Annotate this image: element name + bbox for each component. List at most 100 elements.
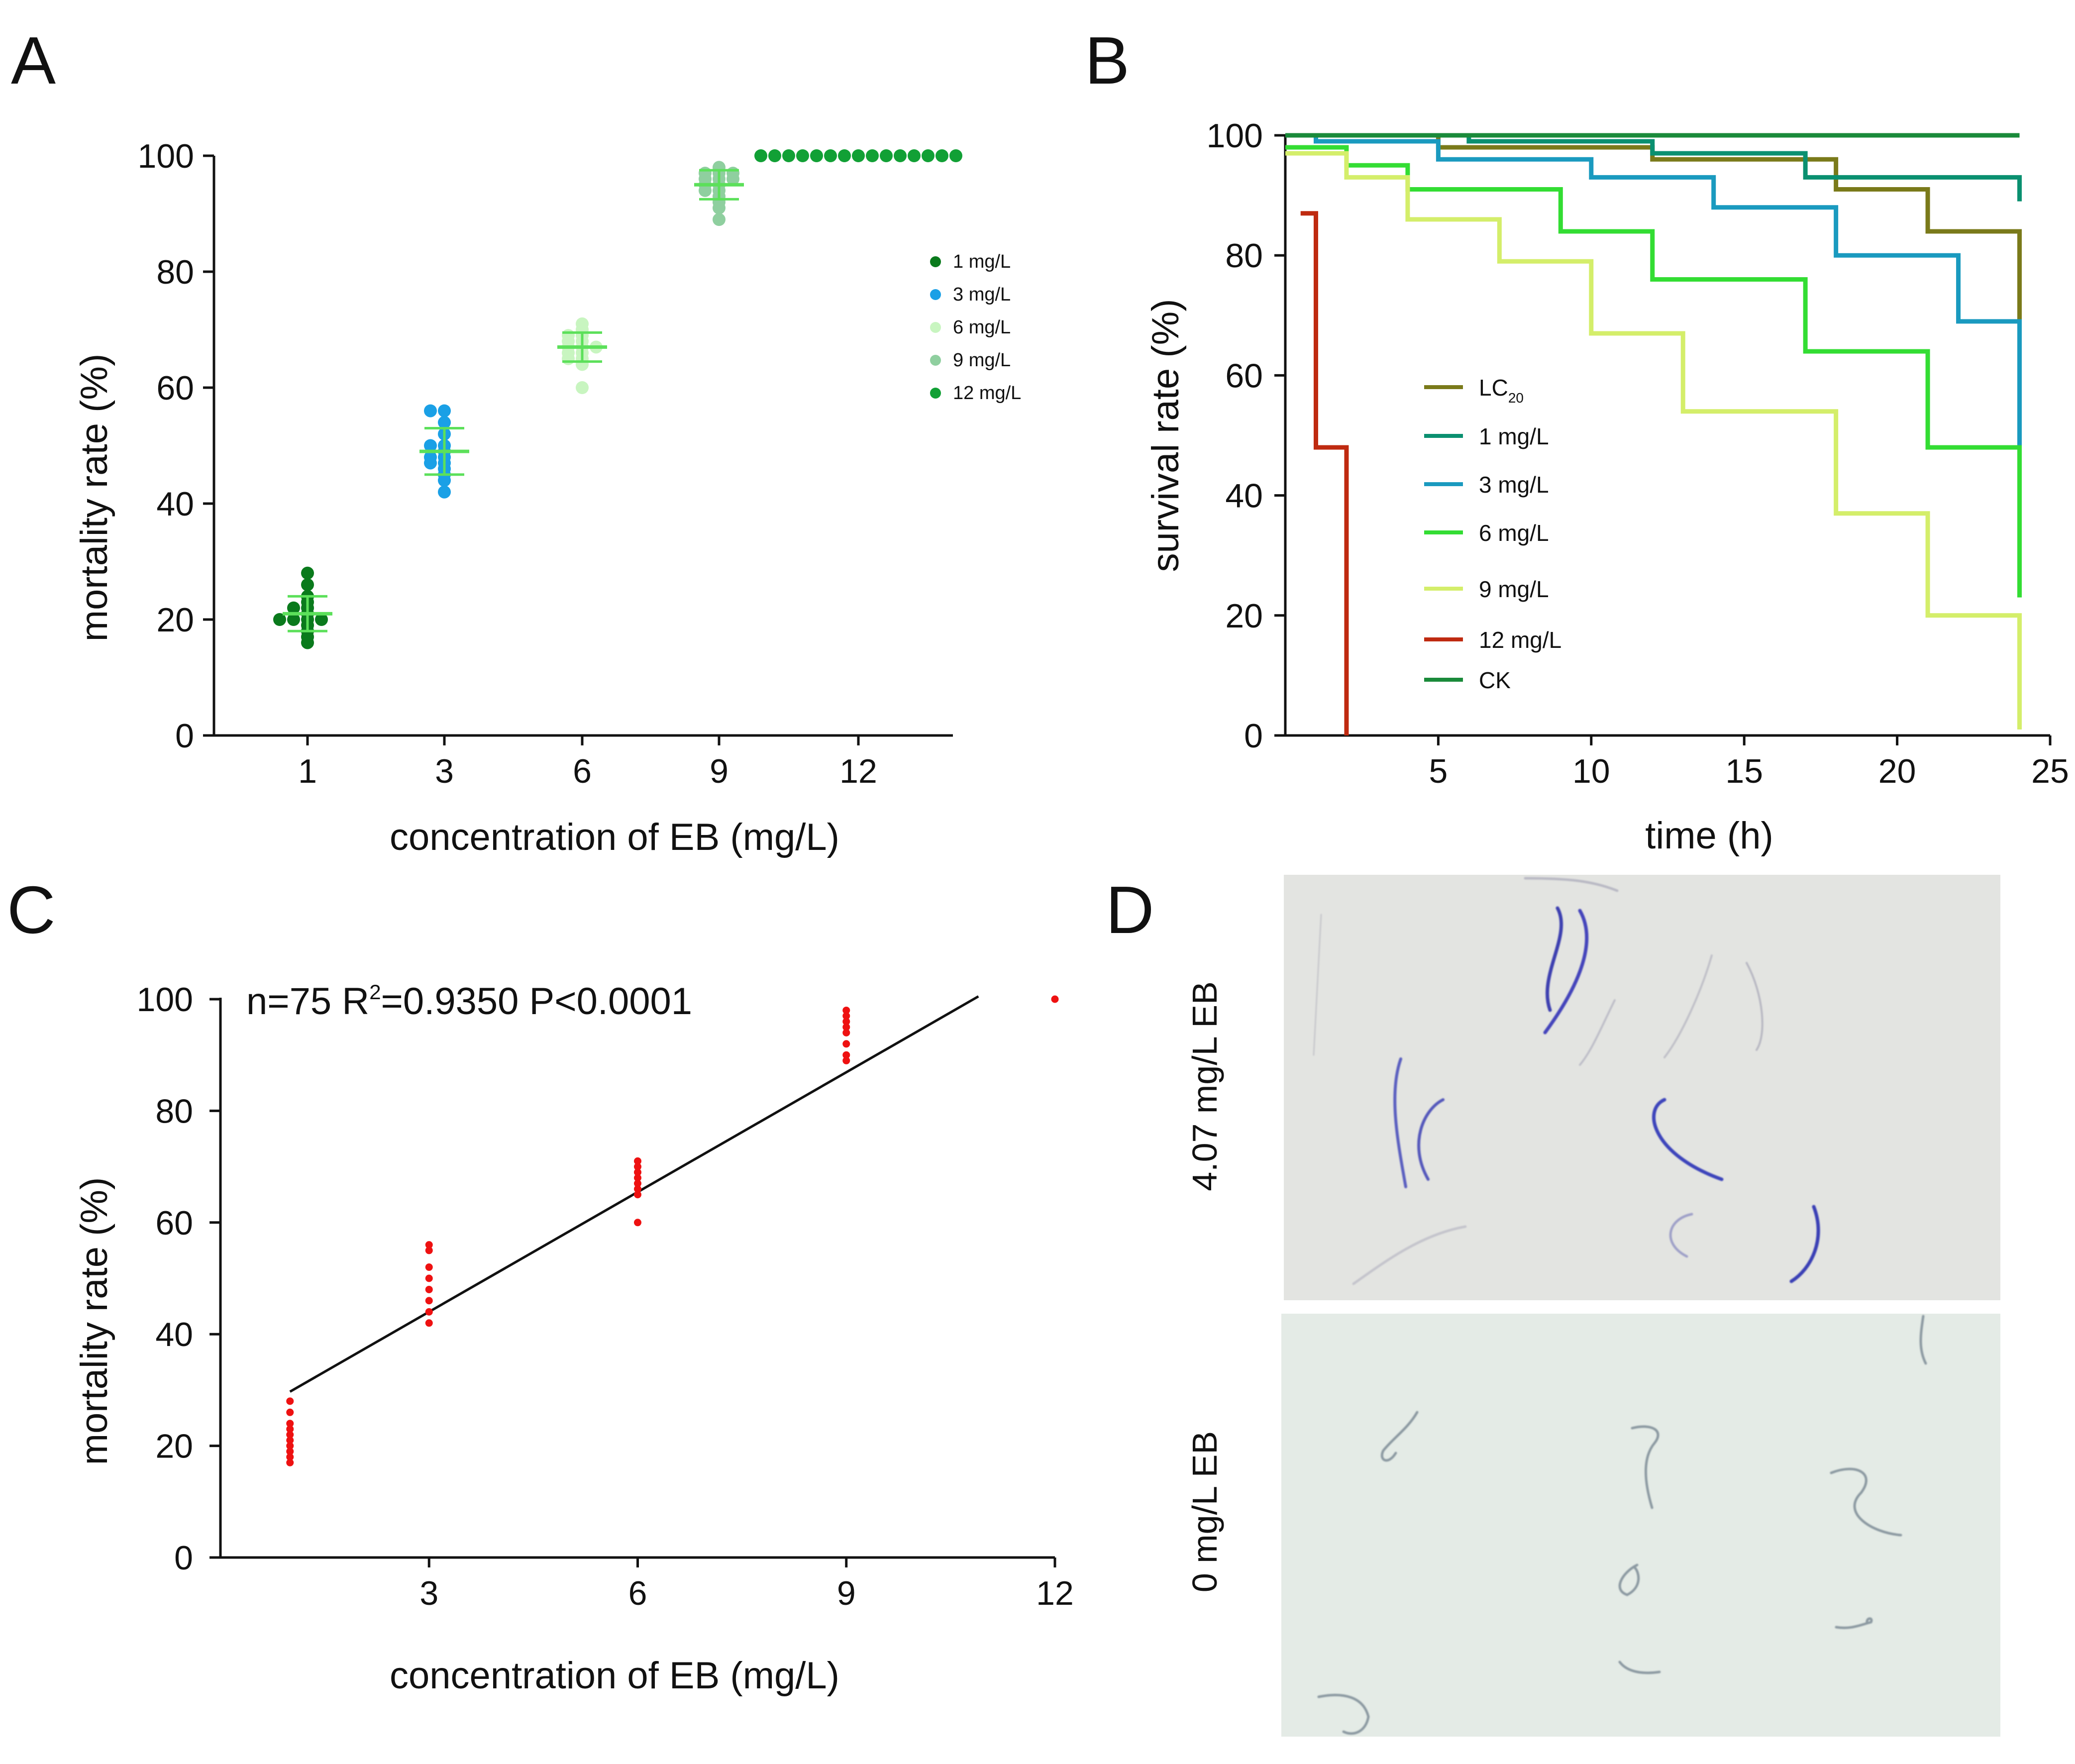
annotation-superscript: 2	[369, 980, 381, 1004]
survival-line	[1285, 133, 2022, 448]
data-point	[286, 1425, 294, 1433]
legend-label-text: CK	[1479, 667, 1511, 693]
x-tick-label: 10	[1572, 752, 1610, 790]
data-point	[842, 1040, 850, 1048]
data-point	[424, 404, 437, 417]
y-tick-label: 60	[155, 1204, 193, 1242]
data-point	[713, 201, 726, 214]
photo-top	[1284, 875, 2000, 1300]
data-point	[286, 1408, 294, 1416]
x-tick-label: 25	[2031, 752, 2069, 790]
y-tick-label: 60	[1225, 357, 1263, 395]
larva-blue	[1652, 1098, 1724, 1181]
data-point	[842, 1018, 850, 1026]
y-tick-label: 20	[1225, 597, 1263, 635]
legend-label: 12 mg/L	[953, 383, 1021, 404]
legend-swatch	[930, 256, 941, 267]
data-point	[425, 1319, 433, 1327]
data-point	[842, 1012, 850, 1020]
data-point	[425, 1241, 433, 1249]
data-point	[438, 404, 451, 417]
y-tick-label: 0	[174, 1539, 193, 1577]
data-point	[286, 1448, 294, 1455]
data-point	[425, 1274, 433, 1282]
legend-label: CK	[1479, 667, 1511, 693]
y-tick-label: 80	[156, 253, 194, 291]
photo-bottom	[1281, 1314, 2000, 1737]
x-axis-label: time (h)	[1645, 815, 1773, 857]
data-point	[425, 1308, 433, 1316]
axis-lines	[219, 998, 1055, 1559]
data-point	[576, 381, 589, 394]
data-point	[810, 149, 823, 162]
data-point	[842, 1006, 850, 1014]
axis-lines	[1284, 135, 2050, 737]
stained-larvae-top	[1313, 877, 1820, 1285]
x-tick-label: 20	[1878, 752, 1916, 790]
x-axis-label: concentration of EB (mg/L)	[390, 1655, 839, 1697]
data-point	[634, 1179, 641, 1187]
data-point	[935, 149, 948, 162]
y-tick-label: 80	[1225, 237, 1263, 275]
larva-pale	[1830, 1467, 1902, 1537]
legend-label: 6 mg/L	[1479, 520, 1549, 546]
data-point	[438, 415, 451, 429]
data-point	[301, 636, 314, 649]
larva-pale	[1317, 1693, 1370, 1735]
larva-pale	[1579, 999, 1616, 1066]
legend-label: 9 mg/L	[1479, 576, 1549, 602]
larva-blue	[1543, 909, 1589, 1035]
legend-swatch	[930, 322, 941, 333]
larva-pale	[1919, 1315, 1927, 1365]
larva-blue	[1417, 1098, 1445, 1181]
survival-curve-chart: 0 20 40 60 80 100 5 10 15 20 25 time (h) survival…	[1144, 117, 2069, 857]
panel-letter-b: B	[1085, 23, 1130, 98]
legend-label-subscript: 20	[1508, 390, 1524, 406]
x-tick-label: 9	[710, 752, 728, 790]
legend-label: 12 mg/L	[1479, 627, 1561, 653]
legend-label-text: 3 mg/L	[1479, 472, 1549, 498]
annotation-suffix: =0.9350 P<0.0001	[381, 980, 692, 1023]
photo-scratch	[1313, 914, 1322, 1056]
y-tick-label: 40	[155, 1316, 193, 1353]
y-tick-label: 0	[175, 717, 194, 755]
x-tick-label: 5	[1429, 752, 1448, 790]
larva-pale	[1352, 1225, 1467, 1285]
panel-letter-a: A	[11, 23, 56, 98]
data-point	[699, 184, 712, 197]
data-point	[562, 352, 575, 365]
y-tick-label: 100	[1207, 117, 1263, 155]
y-tick-label: 60	[156, 369, 194, 407]
legend-label: 1 mg/L	[1479, 423, 1549, 449]
data-point	[287, 613, 300, 626]
x-tick-label: 6	[573, 752, 592, 790]
data-point	[424, 439, 437, 452]
legend: LC20 1 mg/L 3 mg/L 6 mg/L 9 mg/L 12 mg/L CK	[1424, 375, 1561, 693]
y-tick-label: 20	[155, 1428, 193, 1465]
larva-pale	[1380, 1411, 1419, 1462]
data-point	[273, 613, 286, 626]
survival-lines	[1285, 133, 2022, 735]
legend-label: LC20	[1479, 375, 1524, 406]
data-point	[634, 1168, 641, 1176]
y-axis-label: mortality rate (%)	[73, 1177, 115, 1465]
data-point	[894, 149, 907, 162]
survival-line	[1285, 151, 2022, 729]
larva-pale	[1618, 1660, 1661, 1674]
y-axis-label: survival rate (%)	[1144, 299, 1187, 572]
mortality-dot-plot: 0 20 40 60 80 100 1 3 6 9 12 concentration of EB …	[73, 137, 1021, 858]
data-points	[273, 149, 962, 649]
larva-blue	[1546, 906, 1563, 1012]
x-axis-label: concentration of EB (mg/L)	[390, 816, 839, 858]
data-point	[866, 149, 879, 162]
data-point	[796, 149, 809, 162]
data-point	[424, 456, 437, 470]
legend: 1 mg/L 3 mg/L 6 mg/L 9 mg/L 12 mg/L	[930, 251, 1021, 404]
y-axis-label: mortality rate (%)	[73, 354, 115, 642]
y-ticks: 0 20 40 60 80 100	[138, 137, 214, 755]
data-point	[713, 213, 726, 226]
y-ticks: 0 20 40 60 80 100	[1207, 117, 1285, 755]
data-point	[438, 485, 451, 499]
y-ticks: 0 20 40 60 80 100	[137, 981, 220, 1577]
data-point	[425, 1263, 433, 1271]
